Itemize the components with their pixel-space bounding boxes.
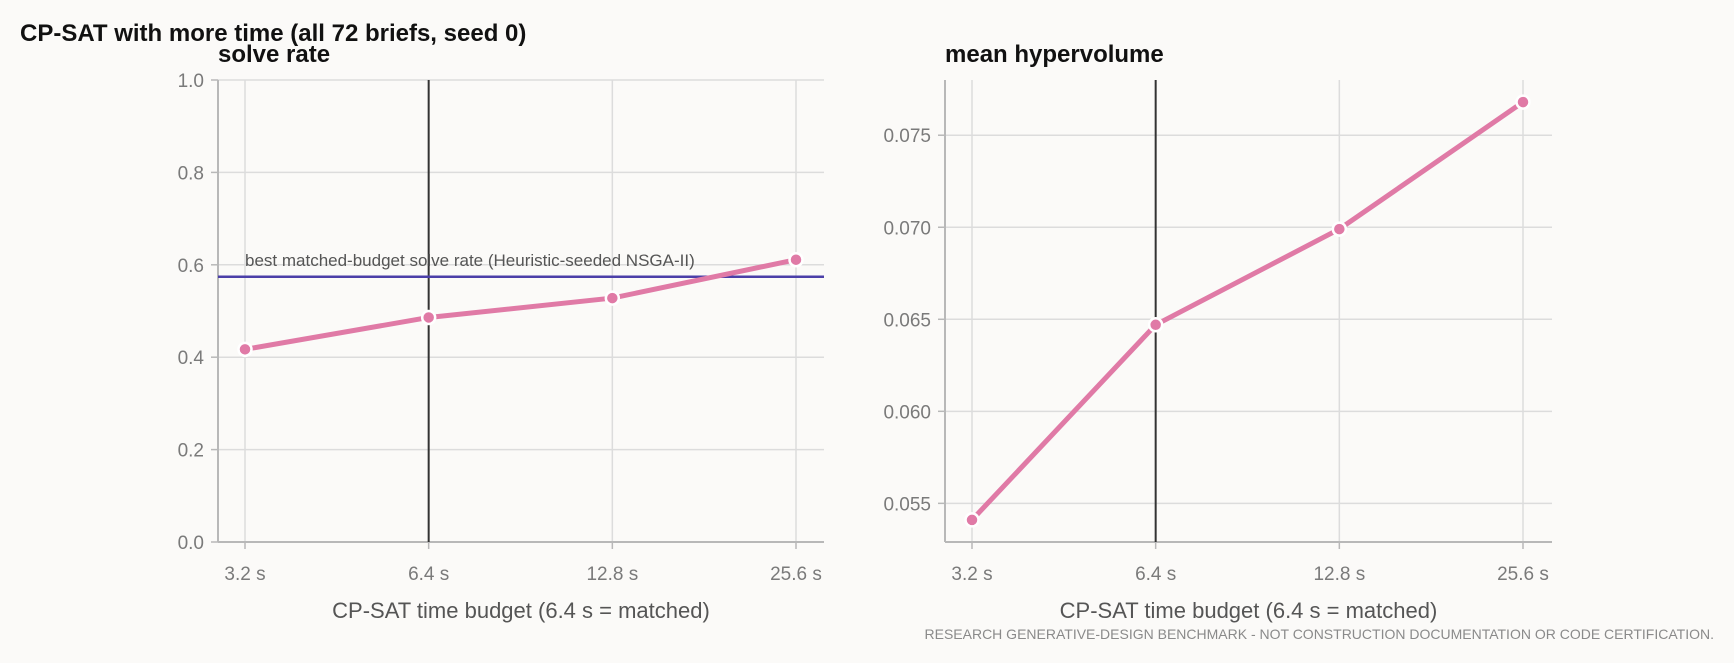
x-tick-label: 12.8 s bbox=[1313, 564, 1365, 585]
figure-title: CP-SAT with more time (all 72 briefs, se… bbox=[20, 20, 527, 47]
data-point bbox=[420, 309, 437, 326]
x-tick-label: 6.4 s bbox=[408, 564, 449, 585]
y-tick-label: 0.065 bbox=[883, 310, 931, 331]
y-tick-label: 0.055 bbox=[883, 494, 931, 515]
data-point bbox=[964, 512, 980, 528]
panel-title: mean hypervolume bbox=[945, 41, 1164, 68]
x-tick-label: 12.8 s bbox=[586, 564, 638, 585]
y-tick-label: 0.070 bbox=[883, 218, 931, 239]
y-tick-label: 0.075 bbox=[883, 126, 931, 147]
data-point bbox=[788, 251, 804, 268]
panel-title: solve rate bbox=[218, 41, 330, 68]
panel-mean-hypervolume: mean hypervolume 0.055 0.060 0.065 0.070 0.07… bbox=[883, 41, 1552, 623]
data-point bbox=[1331, 221, 1348, 237]
footer-disclaimer: RESEARCH GENERATIVE-DESIGN BENCHMARK - N… bbox=[924, 626, 1715, 642]
y-tick-label: 0.060 bbox=[883, 402, 931, 423]
series-line bbox=[969, 99, 1526, 523]
y-tick-label: 0.4 bbox=[178, 348, 205, 369]
y-tick-label: 0.8 bbox=[178, 163, 204, 184]
y-tick-label: 0.6 bbox=[178, 256, 204, 277]
data-point bbox=[604, 290, 621, 306]
panel-solve-rate: solve rate 0.0 0.2 0.4 0.6 0.8 1.0 3.2 s 6.4 s 12… bbox=[178, 41, 824, 623]
y-tick-label: 1.0 bbox=[178, 71, 204, 92]
x-axis-label: CP-SAT time budget (6.4 s = matched) bbox=[332, 598, 710, 623]
data-point bbox=[237, 341, 253, 358]
x-tick-label: 6.4 s bbox=[1135, 564, 1176, 585]
x-tick-label: 3.2 s bbox=[224, 564, 265, 585]
data-point bbox=[1147, 317, 1164, 333]
x-tick-label: 25.6 s bbox=[1497, 564, 1549, 585]
data-point bbox=[1515, 94, 1531, 110]
series-line bbox=[242, 257, 799, 352]
x-tick-label: 25.6 s bbox=[770, 564, 822, 585]
x-tick-label: 3.2 s bbox=[951, 564, 992, 585]
y-tick-label: 0.2 bbox=[178, 441, 204, 462]
y-tick-label: 0.0 bbox=[178, 533, 204, 554]
x-axis-label: CP-SAT time budget (6.4 s = matched) bbox=[1060, 598, 1438, 623]
reference-line-label: best matched-budget solve rate (Heuristi… bbox=[245, 251, 695, 270]
